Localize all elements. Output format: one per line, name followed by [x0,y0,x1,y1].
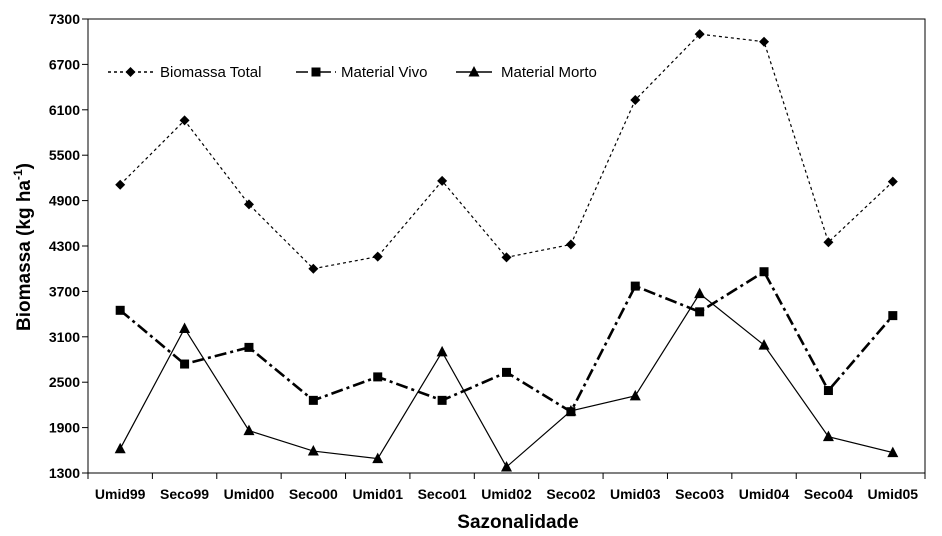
y-axis-ticks: 1300 1900 2500 3100 3700 4300 4900 5500 6100 6700… [49,11,88,481]
legend-marker-material-vivo [311,67,321,77]
data-point-biomassa-total [630,94,641,105]
x-axis-title: Sazonalidade [457,512,578,533]
y-tick-label: 6700 [49,56,80,72]
data-point-material-vivo [823,386,833,396]
data-point-material-vivo [888,311,898,321]
data-point-biomassa-total [372,251,383,262]
x-tick-label: Umid99 [95,486,146,502]
data-point-material-vivo [115,305,125,315]
data-point-material-morto [629,389,641,401]
legend-marker-biomassa-total [125,67,136,77]
legend-label-material-vivo: Material Vivo [341,64,427,81]
data-point-material-vivo [373,372,383,382]
series-line-material-vivo [119,269,894,414]
data-point-biomassa-total [823,237,834,248]
legend-label-material-morto: Material Morto [501,64,597,81]
data-point-biomassa-total [887,176,898,187]
x-axis-ticks: Umid99 Seco99 Umid00 Seco00 Umid01 Seco01 Umid… [87,473,926,502]
x-tick-label: Seco02 [546,486,595,502]
data-point-material-vivo [502,367,511,377]
data-point-material-morto [887,446,899,458]
data-point-material-morto [243,424,255,436]
data-point-material-vivo [308,395,318,405]
data-point-material-vivo [180,359,190,369]
x-tick-label: Seco04 [804,486,853,502]
data-point-material-morto [307,445,319,456]
plot-frame [87,18,926,474]
data-point-material-morto [501,460,512,472]
legend: Biomassa Total Material Vivo Material Mort… [108,64,597,81]
y-tick-label: 4300 [49,238,80,254]
data-point-material-morto [694,287,706,299]
data-point-material-vivo [759,267,769,277]
data-point-biomassa-total [437,175,448,186]
data-point-material-morto [436,345,448,357]
y-tick-label: 1900 [49,420,80,436]
data-point-material-vivo [244,342,254,352]
x-tick-label: Umid02 [481,486,532,502]
legend-label-biomassa-total: Biomassa Total [160,64,261,81]
x-tick-label: Umid01 [352,486,403,502]
y-tick-label: 5500 [49,147,80,163]
data-point-biomassa-total [501,252,512,263]
data-point-biomassa-total [179,115,190,126]
data-point-biomassa-total [115,179,126,190]
y-axis-title-sup: -1 [11,169,25,180]
data-point-material-vivo [437,395,447,405]
data-point-material-vivo [695,307,705,317]
x-tick-label: Seco01 [418,486,467,502]
y-axis-title: Biomassa (kg ha-1) [11,163,35,331]
x-tick-label: Seco03 [675,486,724,502]
data-point-material-morto [758,339,770,350]
y-tick-label: 2500 [49,374,80,390]
legend-item-biomassa-total: Biomassa Total [108,64,261,81]
y-axis-title-main: Biomassa (kg ha [14,180,35,331]
legend-marker-material-morto [468,66,480,77]
y-tick-label: 4900 [49,193,80,209]
legend-item-material-vivo: Material Vivo [296,64,427,81]
y-tick-label: 1300 [49,465,80,481]
series-biomassa-total [115,29,898,274]
data-point-material-morto [179,322,191,333]
plot-area [87,18,926,474]
series-material-morto [114,287,899,472]
y-tick-label: 3700 [49,283,80,299]
x-tick-label: Seco99 [160,486,209,502]
y-axis-title-close: ) [14,163,35,169]
x-tick-label: Umid03 [610,486,661,502]
data-point-biomassa-total [565,239,576,250]
x-tick-label: Seco00 [289,486,338,502]
data-point-material-morto [822,430,834,442]
data-point-material-morto [565,404,577,416]
series-line-material-morto [119,292,893,468]
data-point-biomassa-total [759,36,770,47]
y-tick-label: 7300 [49,11,80,27]
data-point-material-vivo [630,281,640,291]
x-tick-label: Umid04 [739,486,790,502]
data-point-biomassa-total [694,29,705,40]
y-tick-label: 6100 [49,102,80,118]
y-tick-label: 3100 [49,329,80,345]
x-tick-label: Umid05 [868,486,919,502]
legend-item-material-morto: Material Morto [456,64,597,81]
series-material-vivo [115,267,898,417]
data-point-biomassa-total [243,199,254,210]
data-point-biomassa-total [308,263,319,274]
series-layer [114,29,899,472]
data-point-material-morto [114,442,126,454]
data-point-material-morto [372,452,384,464]
x-tick-label: Umid00 [224,486,275,502]
